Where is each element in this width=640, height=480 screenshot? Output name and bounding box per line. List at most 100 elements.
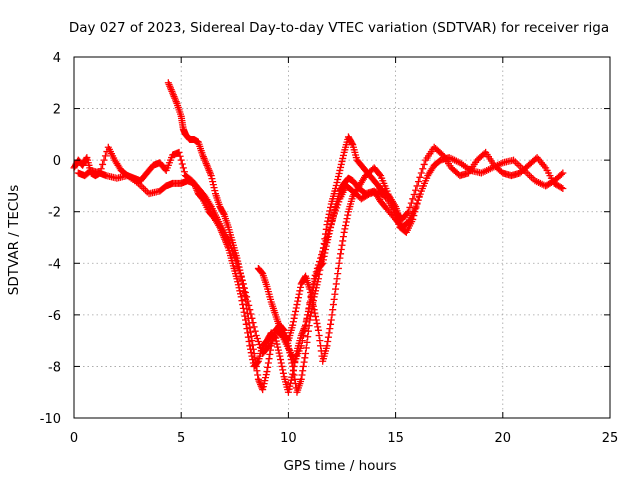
data-point	[244, 314, 252, 322]
data-point	[234, 257, 242, 265]
data-point	[287, 352, 295, 360]
data-point	[304, 333, 312, 341]
data-point	[332, 285, 340, 293]
data-point	[319, 244, 327, 252]
data-point	[311, 309, 319, 317]
data-point	[297, 342, 305, 350]
data-point	[413, 200, 421, 208]
data-point	[327, 220, 335, 228]
data-point	[339, 237, 347, 245]
data-point	[559, 169, 567, 177]
data-point	[305, 322, 313, 330]
data-point	[287, 356, 295, 364]
tick-layer: 0 5 10 15 20 25 -10 -8 -6 -4 -2 0 2 4	[40, 51, 619, 446]
data-point	[333, 178, 341, 186]
data-point	[404, 208, 412, 216]
data-point	[410, 212, 418, 220]
data-point	[385, 193, 393, 201]
data-series-3	[164, 79, 404, 396]
data-point	[339, 154, 347, 162]
data-point	[309, 302, 317, 310]
data-point	[254, 371, 262, 379]
data-point	[412, 186, 420, 194]
data-point	[299, 367, 307, 375]
data-point	[96, 169, 104, 177]
data-point	[322, 225, 330, 233]
data-point	[285, 385, 293, 393]
data-point	[321, 235, 329, 243]
x-tick-label: 15	[387, 431, 404, 446]
data-point	[258, 269, 266, 277]
data-point	[279, 369, 287, 377]
data-point	[253, 334, 261, 342]
data-point	[323, 342, 331, 350]
data-point	[235, 263, 243, 271]
data-point	[510, 156, 518, 164]
data-point	[331, 290, 339, 298]
data-point	[336, 254, 344, 262]
data-point	[413, 182, 421, 190]
data-point	[285, 345, 293, 353]
data-point	[286, 382, 294, 390]
data-point	[386, 196, 394, 204]
data-point	[337, 246, 345, 254]
data-point	[414, 178, 422, 186]
data-point	[299, 362, 307, 370]
data-point	[324, 217, 332, 225]
data-point	[290, 371, 298, 379]
data-point	[210, 184, 218, 192]
data-point	[289, 367, 297, 375]
data-point	[267, 346, 275, 354]
data-point	[242, 300, 250, 308]
data-point	[338, 157, 346, 165]
data-point	[275, 349, 283, 357]
data-point	[312, 284, 320, 292]
data-point	[289, 370, 297, 378]
data-point	[335, 259, 343, 267]
y-axis-label: SDTVAR / TECUs	[6, 185, 22, 295]
data-point	[246, 324, 254, 332]
data-point	[416, 173, 424, 181]
data-point	[301, 354, 309, 362]
data-point	[233, 275, 241, 283]
data-point	[138, 183, 146, 191]
data-point	[348, 139, 356, 147]
data-point	[291, 311, 299, 319]
data-point	[273, 340, 281, 348]
data-point	[337, 163, 345, 171]
data-point	[419, 165, 427, 173]
data-point	[411, 208, 419, 216]
data-point	[383, 187, 391, 195]
y-tick-label: 2	[53, 103, 61, 118]
data-point	[312, 313, 320, 321]
data-point	[394, 217, 402, 225]
data-point	[294, 294, 302, 302]
data-point	[317, 258, 325, 266]
data-point	[340, 228, 348, 236]
data-point	[99, 160, 107, 168]
data-point	[557, 170, 565, 178]
data-point	[263, 368, 271, 376]
data-point	[327, 316, 335, 324]
data-point	[407, 199, 415, 207]
data-point	[314, 278, 322, 286]
data-point	[325, 210, 333, 218]
data-point	[334, 172, 342, 180]
data-point	[209, 178, 217, 186]
data-point	[329, 306, 337, 314]
data-point	[178, 160, 186, 168]
data-point	[320, 240, 328, 248]
x-tick-label: 20	[495, 431, 512, 446]
data-point	[312, 316, 320, 324]
data-point	[557, 184, 565, 192]
data-point	[310, 306, 318, 314]
data-point	[236, 266, 244, 274]
data-point	[296, 287, 304, 295]
data-point	[335, 198, 343, 206]
data-point	[180, 168, 188, 176]
data-point	[333, 204, 341, 212]
x-tick-label: 0	[70, 431, 78, 446]
data-point	[242, 289, 250, 297]
data-point	[234, 278, 242, 286]
y-tick-label: -6	[48, 309, 61, 324]
